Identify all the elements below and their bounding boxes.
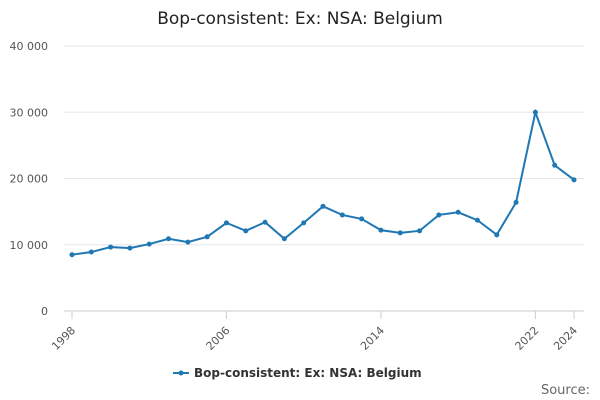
y-tick-label: 10 000 xyxy=(10,239,49,252)
y-tick-label: 40 000 xyxy=(10,40,49,53)
data-point xyxy=(378,227,384,233)
chart-title: Bop-consistent: Ex: NSA: Belgium xyxy=(157,9,443,29)
data-point xyxy=(262,219,268,225)
x-tick-label: 2024 xyxy=(551,324,580,353)
data-point xyxy=(166,236,172,242)
data-point xyxy=(474,217,480,223)
data-point xyxy=(436,212,442,218)
data-point xyxy=(417,228,423,234)
x-tick-label: 2022 xyxy=(513,324,542,353)
x-tick-label: 2006 xyxy=(204,324,233,353)
x-tick-label: 2014 xyxy=(358,324,387,353)
data-point xyxy=(301,220,307,226)
x-tick-label: 1998 xyxy=(49,324,78,353)
data-point xyxy=(223,220,229,226)
data-point xyxy=(455,209,461,215)
data-point xyxy=(146,241,152,247)
data-point xyxy=(359,216,365,222)
data-point xyxy=(243,228,249,234)
data-point xyxy=(69,252,75,258)
data-point xyxy=(127,245,133,251)
source: Source: xyxy=(541,383,590,398)
y-tick-label: 30 000 xyxy=(10,106,49,119)
data-point xyxy=(571,177,577,183)
data-point xyxy=(339,212,345,218)
data-point xyxy=(320,203,326,209)
data-point xyxy=(513,199,519,205)
y-tick-label: 20 000 xyxy=(10,173,49,186)
data-point xyxy=(108,244,114,250)
data-point xyxy=(494,232,500,238)
data-point xyxy=(204,234,210,240)
data-point xyxy=(281,236,287,242)
legend-label: Bop-consistent: Ex: NSA: Belgium xyxy=(194,366,422,380)
data-point xyxy=(532,109,538,115)
data-point xyxy=(552,162,558,168)
legend-swatch-dot xyxy=(178,370,184,376)
data-point xyxy=(185,239,191,245)
data-point xyxy=(88,249,94,255)
y-tick-label: 0 xyxy=(41,305,48,318)
data-point xyxy=(397,230,403,236)
